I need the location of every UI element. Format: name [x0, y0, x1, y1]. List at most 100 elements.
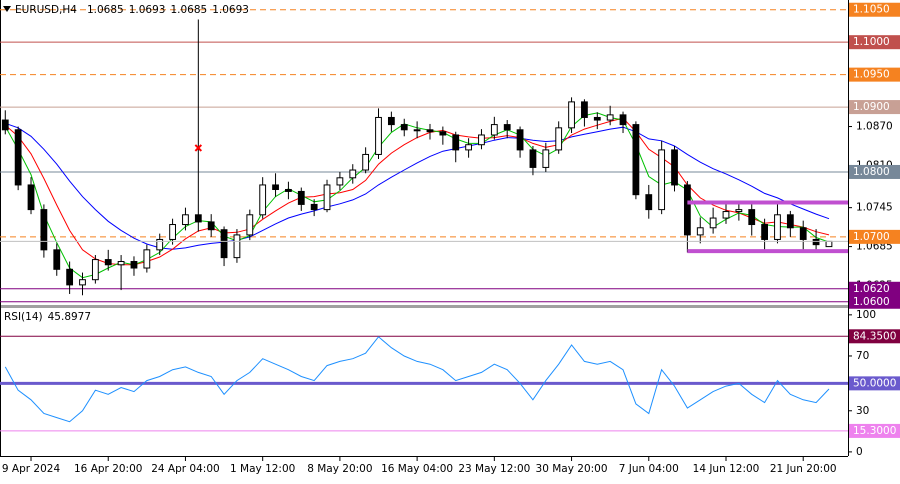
indicator-value: 45.8977 [48, 311, 91, 323]
candle-body [426, 129, 434, 133]
ohlc-low: 1.0685 [170, 4, 207, 16]
level-box [849, 35, 900, 50]
candle-body [336, 177, 344, 186]
candle-body [40, 209, 48, 251]
candle-body [27, 184, 35, 211]
y-tick-label: 1.0745 [856, 202, 893, 214]
ohlc-close: 1.0693 [212, 4, 249, 16]
x-tick-label: 14 Jun 12:00 [693, 463, 760, 475]
candle-body [722, 211, 730, 219]
level-label: 84.3500 [853, 330, 896, 342]
candle-body [156, 238, 164, 251]
candle-body [516, 129, 524, 151]
candle-body [233, 234, 241, 259]
y-tick-label: 30 [856, 405, 869, 417]
candle-body [130, 261, 138, 269]
collapse-arrow [3, 6, 11, 12]
level-label: 15.3000 [853, 425, 896, 437]
candle-body [529, 149, 537, 168]
candle-body [104, 259, 112, 266]
candle-body [632, 124, 640, 196]
x-tick-label: 30 May 20:00 [536, 463, 608, 475]
candle-body [79, 279, 86, 286]
candle-body [581, 101, 588, 118]
level-box [849, 2, 900, 17]
level-label: 50.0000 [853, 377, 896, 389]
candle-body [413, 129, 421, 132]
candle-body [555, 127, 563, 151]
indicator-header: RSI(14) 45.8977 [4, 311, 91, 323]
candle-body [349, 169, 357, 179]
candle-body [14, 129, 22, 186]
x-tick-label: 9 Apr 2024 [2, 463, 61, 475]
x-tick-label: 21 Jun 20:00 [770, 463, 837, 475]
candle-body [465, 144, 472, 151]
candle-body [619, 114, 627, 126]
candle-body [761, 224, 768, 240]
candle-body [285, 188, 292, 192]
candle-body [310, 203, 318, 211]
x-tick-label: 24 Apr 04:00 [151, 463, 219, 475]
y-tick-label: 0 [856, 446, 863, 458]
candle-body [786, 214, 794, 229]
candle-body [53, 249, 61, 270]
moving-average [5, 122, 830, 250]
signal-marker [194, 144, 203, 152]
x-tick-label: 16 May 04:00 [381, 463, 453, 475]
candle-body [645, 194, 653, 211]
level-label: 1.0900 [853, 101, 890, 113]
symbol: EURUSD,H4 [15, 4, 77, 16]
candle-body [568, 101, 575, 129]
y-tick-label: 100 [856, 309, 876, 321]
candle-body [452, 134, 460, 151]
candle-body [439, 131, 447, 136]
candle-body [220, 229, 228, 259]
candle-body [66, 268, 74, 286]
candle-body [117, 261, 125, 266]
level-label: 1.0800 [853, 166, 890, 178]
candle-body [825, 240, 833, 248]
panel: 1.08701.08101.07451.06851.0625EURUSD,H41… [0, 2, 900, 309]
level-label: 1.1000 [853, 36, 890, 48]
x-tick-label: 7 Jun 04:00 [619, 463, 679, 475]
candle-body [799, 227, 807, 240]
candle-body [91, 259, 99, 281]
candle-body [812, 238, 820, 246]
indicator-line [4, 336, 830, 423]
level-box [849, 294, 900, 309]
candle-body [735, 209, 743, 213]
candle-body [400, 124, 408, 131]
x-tick-label: 16 Apr 20:00 [74, 463, 142, 475]
candle-body [606, 114, 614, 121]
candle-body [323, 184, 331, 211]
level-box [849, 67, 900, 82]
x-tick-label: 23 May 12:00 [458, 463, 530, 475]
candle-body [748, 209, 756, 226]
symbol-header: EURUSD,H4 1.0685 1.0693 1.0685 1.0693 [15, 4, 249, 16]
level-box [849, 164, 900, 179]
candle-body [671, 149, 678, 186]
candle-body [696, 227, 704, 236]
candle-body [503, 124, 511, 131]
level-box [849, 376, 900, 391]
candle-body [658, 149, 666, 211]
x-tick-label: 8 May 20:00 [307, 463, 372, 475]
candle-body [683, 184, 691, 236]
candle-body [387, 116, 395, 126]
panel: 100 70 30 0 9 Apr 2024 16 Apr 20:00 24 Apr 04:… [0, 309, 900, 475]
level-label: 1.0950 [853, 69, 890, 81]
candle-body [375, 116, 382, 155]
candle-body [143, 249, 151, 269]
level-box [849, 229, 900, 244]
candle-body [490, 124, 498, 136]
level-box [849, 281, 900, 296]
candle-body [207, 221, 215, 231]
candle-body [272, 184, 279, 190]
level-label: 1.0620 [853, 283, 890, 295]
y-tick-label: 1.0870 [856, 121, 893, 133]
candle-body [169, 224, 176, 240]
candle-body [194, 214, 202, 223]
